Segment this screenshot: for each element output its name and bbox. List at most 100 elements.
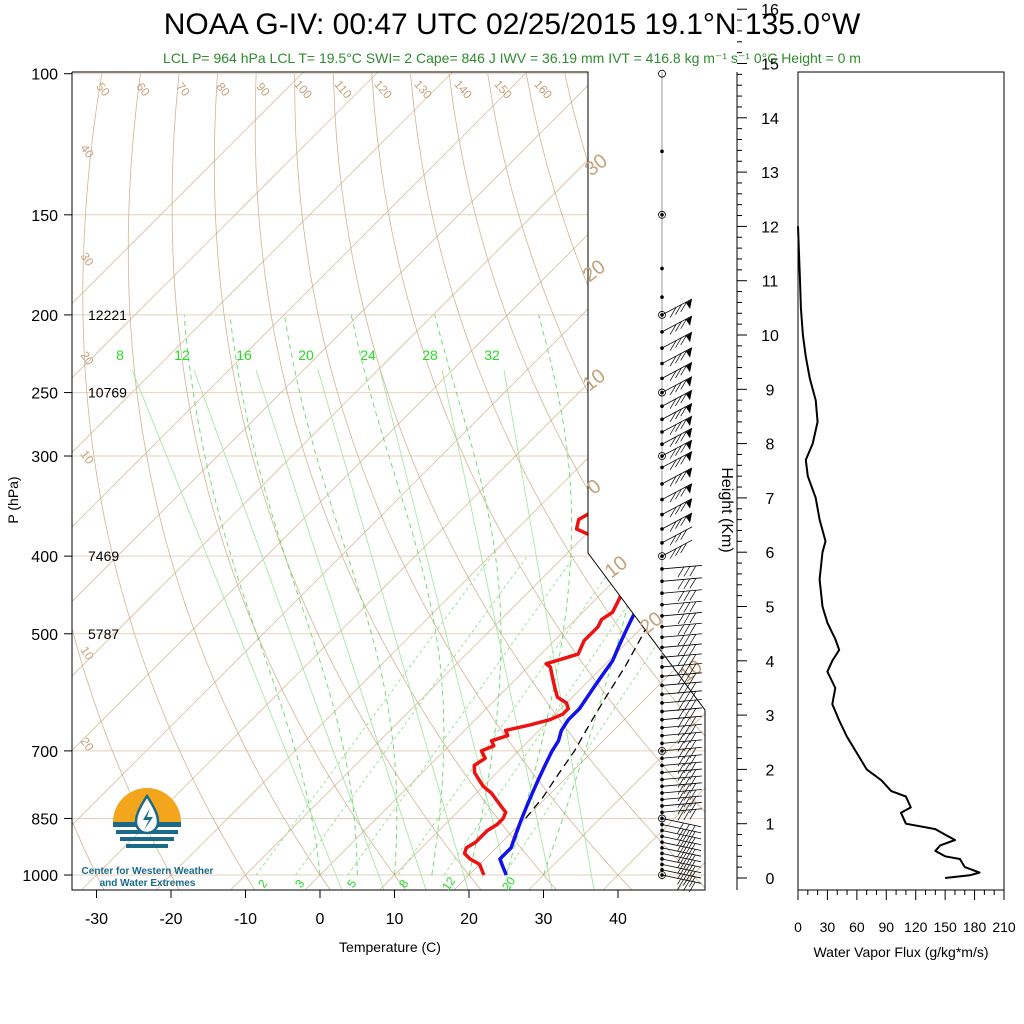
wind-barb (661, 653, 702, 658)
mixing-ratio-label: 16 (236, 347, 252, 363)
flux-tick-label: 210 (992, 919, 1016, 935)
wind-barb-feather (669, 411, 677, 423)
calm-wind-circle (658, 388, 666, 397)
skew-t-axes: -30 -20 -10 0 10 20 30 401001502002503004005007… (5, 67, 707, 955)
mixing-ratio-label: 28 (422, 347, 438, 363)
logo-caption-line2: and Water Extremes (99, 878, 196, 889)
height-label: 12221 (88, 307, 127, 323)
wind-barb-feather (675, 532, 682, 543)
wind-barb-feather (669, 476, 677, 487)
mixing-ratio-bottom-label: 2 (255, 877, 270, 891)
mixing-ratio-line (503, 369, 595, 890)
wind-barb-feather (669, 340, 677, 351)
wind-barb-feather (680, 454, 688, 465)
wind-barb-feather (689, 663, 697, 675)
wind-barb-feather (669, 491, 677, 503)
wind-barb-dot (660, 295, 664, 299)
wind-barb-feather (677, 709, 685, 720)
wind-barb-feather (675, 353, 682, 364)
wind-barb-feather (689, 762, 697, 773)
dry-adiabat-line (525, 73, 705, 890)
wind-barb-feather (688, 843, 696, 854)
wind-barb (661, 707, 702, 712)
isotherm-line (361, 72, 705, 890)
wind-barb-feather (680, 418, 688, 430)
moist-adiabat-line (183, 314, 321, 876)
height-label: 5787 (88, 626, 119, 642)
wind-barb-feather (669, 548, 677, 559)
height-tick-label: 13 (761, 165, 779, 182)
isotherm-line (72, 72, 339, 890)
wind-barb (661, 389, 693, 407)
wind-barb (661, 746, 702, 752)
wind-barb-feather (675, 367, 682, 379)
wind-barb-feather (677, 803, 685, 815)
height-label: 10769 (88, 385, 127, 401)
wind-barb-feather (683, 590, 691, 601)
wind-barb (661, 451, 693, 468)
wind-barb-feather (669, 355, 677, 367)
y-tick-label: 400 (31, 549, 58, 566)
wind-barb-feather (677, 822, 684, 834)
dry-adiabat-label: 60 (133, 80, 153, 99)
calm-wind-circle (658, 814, 666, 823)
wind-barb-feather (680, 470, 688, 481)
wind-barb-feather (683, 700, 691, 711)
wind-barb-feather (675, 518, 682, 529)
isotherm-line (286, 72, 705, 890)
wind-barb-dot (660, 465, 664, 470)
wind-barb-feather (689, 708, 697, 719)
wind-barb-feather (677, 868, 684, 880)
wind-barb-feather (677, 879, 684, 890)
wind-barb-feather (689, 623, 697, 634)
wind-barb-feather (688, 825, 696, 836)
dry-adiabat-label: 150 (491, 77, 515, 102)
wind-barb-feather (683, 783, 691, 795)
calm-wind-circle (658, 69, 666, 78)
dry-adiabat-label: 140 (451, 77, 475, 102)
isotherm-right-label: 10 (579, 365, 610, 396)
wind-barb-feather (683, 776, 691, 788)
wind-barb-flag (686, 403, 693, 414)
wind-barb (661, 663, 702, 668)
skew-t-frame (71, 71, 706, 891)
wind-barb-flag (686, 416, 693, 427)
wind-barb-feather (680, 406, 688, 417)
isotherm-line (72, 72, 414, 890)
dry-adiabat-line (127, 73, 332, 890)
wind-barb (661, 498, 693, 515)
wind-barb (661, 298, 693, 316)
wind-barb-feather (683, 762, 691, 774)
wind-barb-feather (689, 565, 697, 577)
wind-barb-flag (686, 315, 693, 326)
wind-barb (661, 600, 702, 606)
wind-barb-feather (669, 370, 677, 382)
wind-barb-dot (660, 376, 664, 381)
x-axis-title: Temperature (C) (339, 939, 441, 955)
wind-barb-feather (688, 860, 696, 871)
wind-barb (661, 715, 702, 721)
wind-barb-feather (689, 634, 697, 645)
flux-frame (797, 71, 1005, 891)
wind-barb-feather (683, 748, 691, 759)
wind-barb-feather (683, 578, 691, 590)
isotherm-line (72, 72, 705, 890)
wind-barb-feather (683, 769, 691, 781)
height-axis-title: Height (Km) (718, 467, 735, 552)
flux-tick-label: 60 (849, 919, 865, 935)
y-tick-label: 100 (31, 67, 58, 84)
wind-barb-feather (683, 740, 691, 752)
wind-barb-feather (669, 506, 677, 518)
wind-barb (661, 315, 693, 333)
x-tick-label: 0 (316, 911, 325, 928)
wind-barb-feather (680, 542, 688, 554)
dry-adiabat-line (835, 74, 1024, 892)
wind-barb-feather (688, 837, 696, 848)
wind-barb (661, 802, 702, 807)
mixing-ratio-line (397, 555, 621, 876)
wind-barb-feather (680, 430, 688, 442)
flux-tick-label: 0 (794, 919, 802, 935)
wind-barb-feather (677, 700, 685, 712)
